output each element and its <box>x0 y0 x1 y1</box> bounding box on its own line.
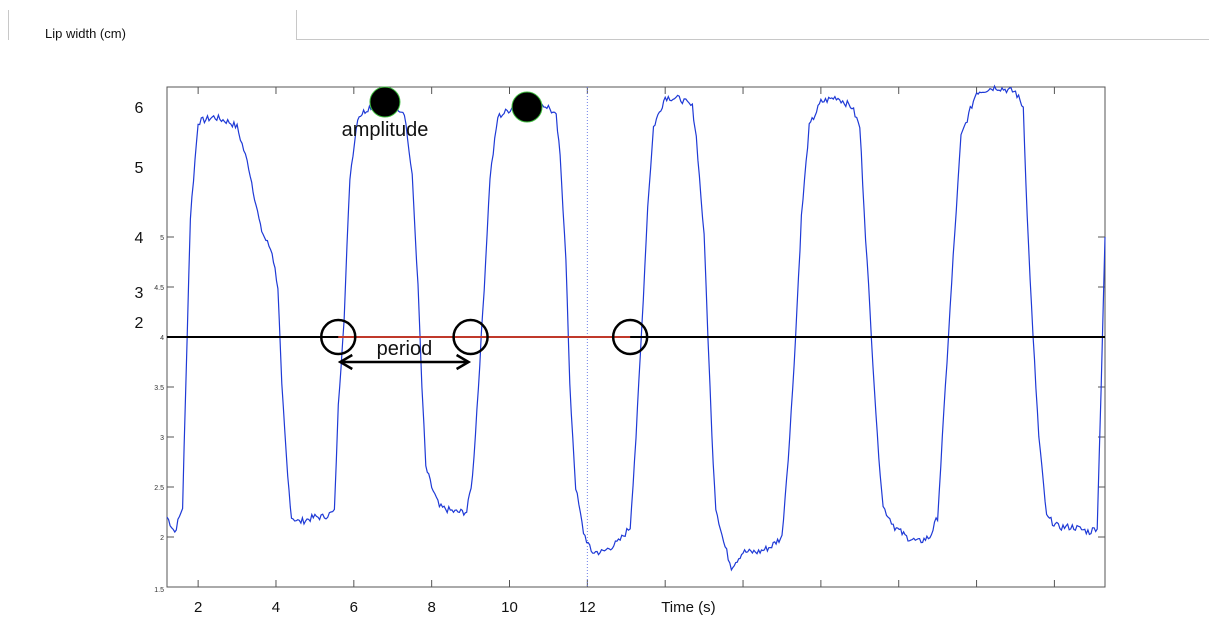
crossing-marker <box>611 318 649 356</box>
crossing-marker <box>320 318 357 356</box>
x-tick-label: 8 <box>427 599 435 616</box>
y-corner-tick-label: 1.5 <box>154 587 164 594</box>
y-outer-label: 6 <box>135 100 144 117</box>
x-tick-label: 12 <box>579 599 596 616</box>
y-inner-tick-label: 5 <box>160 235 164 242</box>
x-tick-label: 10 <box>501 599 518 616</box>
y-inner-tick-label: 4.5 <box>154 285 164 292</box>
y-outer-label: 4 <box>135 230 144 247</box>
peak-marker <box>511 91 543 123</box>
x-tick-label: Time (s) <box>661 599 715 616</box>
header-divider-vertical <box>296 10 297 40</box>
y-inner-tick-label: 3.5 <box>154 385 164 392</box>
y-inner-tick-label: 3 <box>160 435 164 442</box>
amplitude-label: amplitude <box>342 119 429 141</box>
peak-marker <box>369 86 401 118</box>
period-arrow-head-right <box>455 353 472 371</box>
lip-width-series-line <box>166 84 1106 572</box>
y-inner-tick-label: 2.5 <box>154 485 164 492</box>
header-divider-left <box>8 10 9 40</box>
x-tick-label: 4 <box>272 599 280 616</box>
y-outer-label: 5 <box>135 160 144 177</box>
y-inner-tick-label: 4 <box>160 335 164 342</box>
x-tick-label: 6 <box>350 599 358 616</box>
header-bar: Lip width (cm) <box>0 0 1209 60</box>
period-arrow-head-left <box>337 353 353 371</box>
header-divider-horizontal <box>296 39 1209 40</box>
x-tick-label: 2 <box>194 599 202 616</box>
series-layer <box>166 84 1106 572</box>
y-outer-label: 3 <box>135 285 144 302</box>
y-inner-tick-label: 2 <box>160 535 164 542</box>
crossing-marker <box>452 318 489 356</box>
y-outer-label: 2 <box>135 315 144 332</box>
overlay-layer <box>167 86 1105 587</box>
label-layer: 2 2.5 3 3.5 4 4.5 5 1.5 6 5 4 3 2 2 4 6 8 10 12 Time (s) per… <box>135 100 716 616</box>
chart-ylabel-title: Lip width (cm) <box>45 26 126 41</box>
period-label: period <box>377 338 433 360</box>
